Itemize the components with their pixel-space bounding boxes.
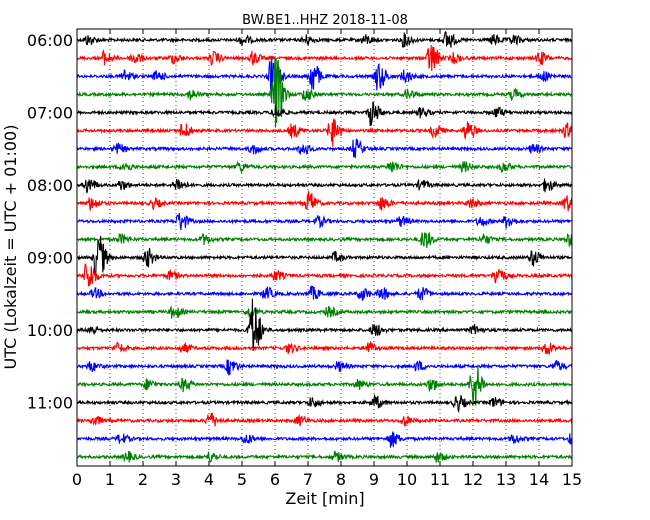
seismogram-trace (76, 365, 573, 406)
x-tick-label: 14 (529, 470, 549, 489)
seismogram-trace (76, 341, 573, 356)
x-axis-label: Zeit [min] (285, 489, 364, 508)
x-tick-label: 2 (138, 470, 148, 489)
seismogram-trace (76, 305, 573, 319)
chart-title: BW.BE1..HHZ 2018-11-08 (242, 13, 408, 28)
seismogram-trace (76, 58, 573, 128)
seismogram-trace (76, 160, 573, 175)
seismogram-trace (76, 31, 573, 48)
seismogram-trace (76, 450, 573, 463)
x-axis: 0 1 2 3 4 5 6 7 8 9 10 11 12 13 14 15 (72, 29, 582, 489)
y-tick-label: 06:00 (27, 31, 73, 50)
seismogram-trace (76, 298, 573, 351)
seismogram-trace (76, 393, 573, 414)
x-tick-label: 4 (204, 470, 214, 489)
x-tick-label: 0 (72, 470, 82, 489)
x-tick-label: 11 (430, 470, 450, 489)
seismogram-trace (76, 285, 573, 302)
x-tick-label: 12 (463, 470, 483, 489)
seismogram-trace (76, 412, 573, 427)
x-tick-label: 3 (171, 470, 181, 489)
x-tick-label: 6 (270, 470, 280, 489)
y-tick-label: 10:00 (27, 321, 73, 340)
plot-frame (76, 28, 573, 467)
seismogram-trace (76, 138, 573, 159)
seismogram-trace (76, 56, 573, 99)
x-tick-label: 1 (105, 470, 115, 489)
seismogram-trace (76, 213, 573, 231)
grid-lines (109, 29, 540, 466)
x-tick-label: 9 (369, 470, 379, 489)
x-tick-label: 15 (562, 470, 582, 489)
seismogram-traces (76, 31, 573, 463)
seismogram-trace (76, 232, 573, 249)
seismogram-trace (76, 178, 573, 194)
y-axis-label: UTC (Lokalzeit = UTC + 01:00) (1, 125, 20, 370)
y-tick-label: 07:00 (27, 104, 73, 123)
seismogram-trace (76, 263, 573, 287)
seismogram-trace (76, 190, 573, 212)
seismogram-trace (76, 101, 573, 127)
x-tick-label: 10 (397, 470, 417, 489)
x-tick-label: 13 (496, 470, 516, 489)
seismogram-trace (76, 45, 573, 72)
y-axis: 06:00 07:00 08:00 09:00 10:00 11:00 (27, 31, 572, 413)
y-tick-label: 09:00 (27, 249, 73, 268)
seismogram-trace (76, 359, 573, 376)
x-tick-label: 8 (336, 470, 346, 489)
y-tick-label: 08:00 (27, 176, 73, 195)
y-tick-label: 11:00 (27, 394, 73, 413)
seismogram-trace (76, 431, 573, 448)
x-tick-label: 7 (303, 470, 313, 489)
x-tick-label: 5 (237, 470, 247, 489)
seismogram-trace (76, 118, 573, 147)
seismogram-trace (76, 235, 573, 279)
